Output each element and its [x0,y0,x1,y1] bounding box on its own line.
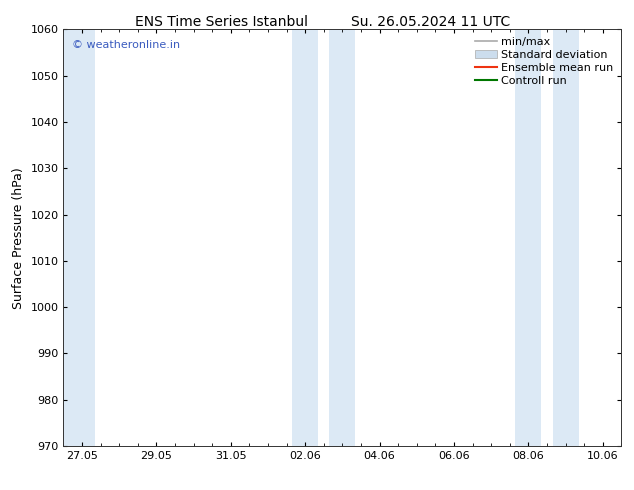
Y-axis label: Surface Pressure (hPa): Surface Pressure (hPa) [12,167,25,309]
Text: Su. 26.05.2024 11 UTC: Su. 26.05.2024 11 UTC [351,15,511,29]
Bar [329,29,356,446]
Bar [63,29,95,446]
Bar [552,29,579,446]
Legend: min/max, Standard deviation, Ensemble mean run, Controll run: min/max, Standard deviation, Ensemble me… [472,35,616,88]
Bar [515,29,541,446]
Bar [292,29,318,446]
Text: ENS Time Series Istanbul: ENS Time Series Istanbul [136,15,308,29]
Text: © weatheronline.in: © weatheronline.in [72,40,180,50]
